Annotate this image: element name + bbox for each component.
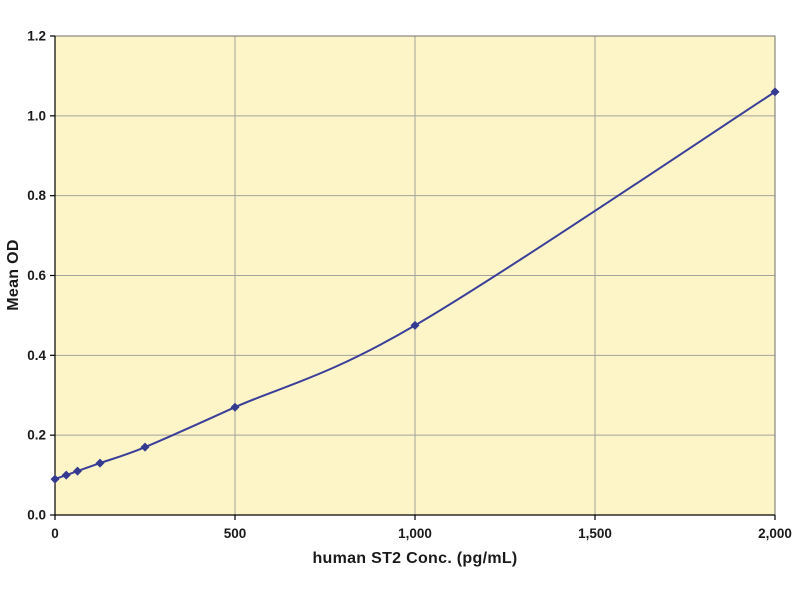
- x-tick-label: 2,000: [758, 526, 792, 541]
- y-tick-label: 0.6: [27, 268, 46, 283]
- data-point-marker: [50, 474, 60, 484]
- x-tick-label: 500: [224, 526, 247, 541]
- y-tick-label: 0.8: [27, 188, 46, 203]
- y-tick-label: 1.2: [27, 29, 46, 44]
- y-tick-label: 1.0: [27, 108, 46, 123]
- x-tick-label: 1,000: [398, 526, 432, 541]
- data-point-marker: [140, 442, 150, 452]
- y-tick-label: 0.4: [27, 348, 46, 363]
- data-point-marker: [61, 470, 71, 480]
- data-point-marker: [73, 466, 82, 476]
- x-axis-title: human ST2 Conc. (pg/mL): [312, 550, 518, 567]
- x-tick-label: 1,500: [578, 526, 612, 541]
- data-point-marker: [770, 87, 780, 97]
- y-tick-label: 0.0: [27, 508, 46, 523]
- standard-curve-line: [54, 90, 776, 481]
- data-point-marker: [230, 402, 240, 412]
- y-tick-label: 0.2: [27, 428, 46, 443]
- x-tick-label: 0: [51, 526, 59, 541]
- data-point-marker: [95, 458, 105, 468]
- data-point-marker: [410, 320, 420, 330]
- y-axis-title: Mean OD: [5, 239, 22, 311]
